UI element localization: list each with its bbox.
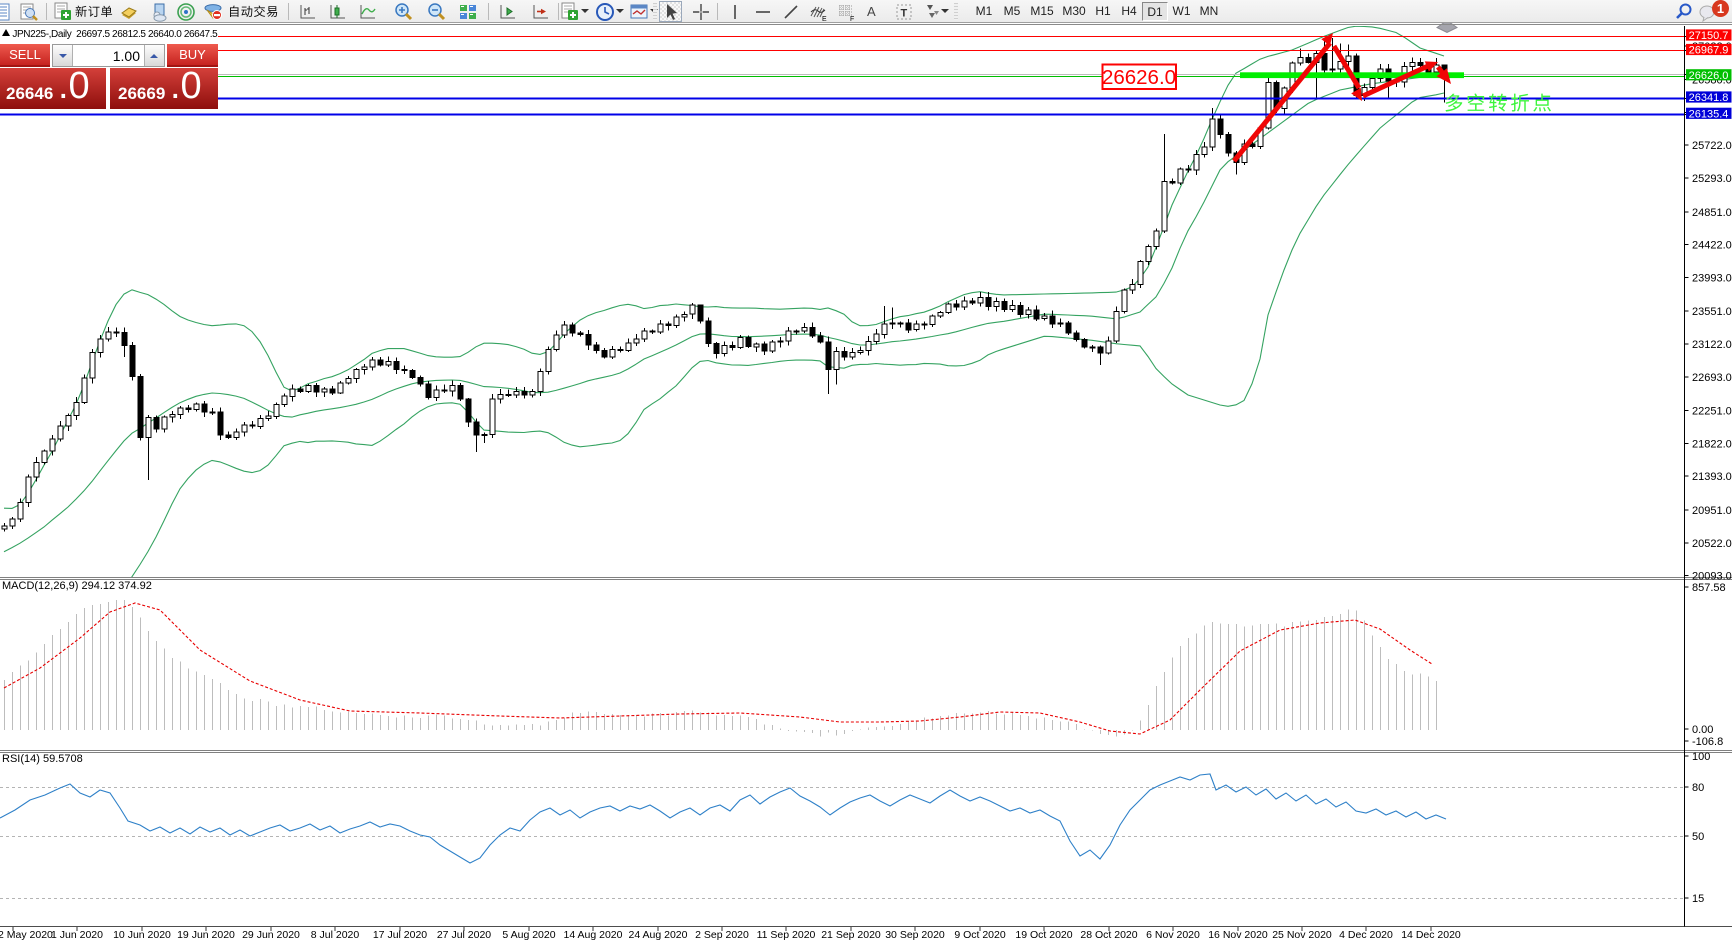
svg-text:27150.7: 27150.7 (1689, 30, 1729, 42)
svg-text:14 Dec 2020: 14 Dec 2020 (1401, 929, 1461, 941)
svg-text:21393.0: 21393.0 (1692, 471, 1732, 483)
svg-text:19 Oct 2020: 19 Oct 2020 (1015, 929, 1072, 941)
svg-text:80: 80 (1692, 782, 1704, 794)
svg-text:1 Jun 2020: 1 Jun 2020 (51, 929, 103, 941)
svg-text:E: E (822, 16, 827, 22)
svg-text:9 Oct 2020: 9 Oct 2020 (954, 929, 1006, 941)
svg-text:29 Jun 2020: 29 Jun 2020 (242, 929, 300, 941)
svg-text:21822.0: 21822.0 (1692, 438, 1732, 450)
svg-text:24422.0: 24422.0 (1692, 240, 1732, 252)
svg-text:F: F (850, 16, 854, 22)
svg-text:24 Aug 2020: 24 Aug 2020 (629, 929, 688, 941)
svg-text:25 Nov 2020: 25 Nov 2020 (1272, 929, 1332, 941)
svg-text:26626.0: 26626.0 (1689, 70, 1729, 82)
svg-text:100: 100 (1692, 751, 1710, 763)
svg-text:22693.0: 22693.0 (1692, 372, 1732, 384)
svg-text:14 Aug 2020: 14 Aug 2020 (564, 929, 623, 941)
svg-text:2 May 2020: 2 May 2020 (0, 929, 53, 941)
svg-text:4 Dec 2020: 4 Dec 2020 (1339, 929, 1393, 941)
svg-text:23122.0: 23122.0 (1692, 339, 1732, 351)
svg-text:22251.0: 22251.0 (1692, 406, 1732, 418)
svg-text:27 Jul 2020: 27 Jul 2020 (437, 929, 491, 941)
svg-text:24851.0: 24851.0 (1692, 207, 1732, 219)
svg-text:23993.0: 23993.0 (1692, 272, 1732, 284)
svg-text:RSI(14) 59.5708: RSI(14) 59.5708 (2, 753, 83, 765)
svg-text:17 Jul 2020: 17 Jul 2020 (373, 929, 427, 941)
svg-text:11 Sep 2020: 11 Sep 2020 (757, 929, 816, 941)
svg-text:T: T (901, 8, 908, 20)
svg-text:26967.9: 26967.9 (1689, 45, 1729, 57)
svg-text:-106.8: -106.8 (1692, 736, 1723, 748)
svg-text:857.58: 857.58 (1692, 582, 1726, 594)
svg-text:50: 50 (1692, 831, 1704, 843)
svg-text:25722.0: 25722.0 (1692, 140, 1732, 152)
svg-text:16 Nov 2020: 16 Nov 2020 (1208, 929, 1268, 941)
svg-text:19 Jun 2020: 19 Jun 2020 (177, 929, 235, 941)
svg-text:25293.0: 25293.0 (1692, 173, 1732, 185)
svg-text:26135.4: 26135.4 (1689, 108, 1729, 120)
svg-text:23551.0: 23551.0 (1692, 306, 1732, 318)
svg-text:0.00: 0.00 (1692, 724, 1713, 736)
svg-text:21 Sep 2020: 21 Sep 2020 (821, 929, 881, 941)
svg-text:30 Sep 2020: 30 Sep 2020 (885, 929, 945, 941)
svg-text:2 Sep 2020: 2 Sep 2020 (695, 929, 749, 941)
svg-text:20093.0: 20093.0 (1692, 571, 1732, 583)
svg-text:6 Nov 2020: 6 Nov 2020 (1146, 929, 1200, 941)
svg-text:MACD(12,26,9) 294.12 374.92: MACD(12,26,9) 294.12 374.92 (2, 580, 152, 592)
svg-text:20522.0: 20522.0 (1692, 538, 1732, 550)
svg-text:26341.8: 26341.8 (1689, 92, 1729, 104)
svg-text:15: 15 (1692, 893, 1704, 905)
svg-text:8 Jul 2020: 8 Jul 2020 (311, 929, 360, 941)
svg-text:5 Aug 2020: 5 Aug 2020 (502, 929, 555, 941)
svg-text:10 Jun 2020: 10 Jun 2020 (113, 929, 171, 941)
svg-text:28 Oct 2020: 28 Oct 2020 (1080, 929, 1137, 941)
svg-text:20951.0: 20951.0 (1692, 505, 1732, 517)
svg-text:26626.0: 26626.0 (1102, 66, 1176, 89)
